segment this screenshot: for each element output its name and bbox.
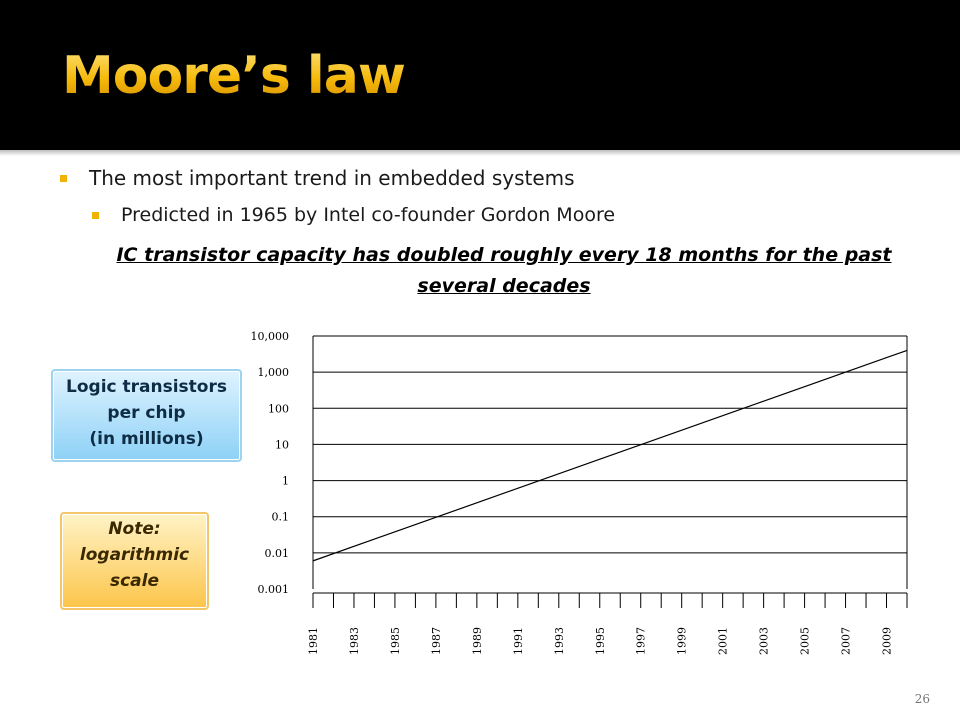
y-tick-label: 10 bbox=[275, 438, 289, 451]
y-axis-callout: Logic transistors per chip (in millions) bbox=[51, 369, 242, 462]
x-tick-label: 1985 bbox=[389, 627, 402, 655]
x-tick-label: 1991 bbox=[512, 627, 525, 655]
y-axis-callout-line: Logic transistors bbox=[66, 377, 227, 397]
title-bar: Moore’s law bbox=[0, 0, 960, 156]
trend-line bbox=[312, 349, 908, 562]
y-tick-label: 0.001 bbox=[258, 583, 290, 596]
log-scale-note-line: Note: bbox=[108, 519, 161, 539]
bullet-square-icon bbox=[60, 174, 67, 182]
log-scale-note-line: logarithmic bbox=[79, 545, 190, 565]
x-tick-label: 2005 bbox=[799, 627, 812, 655]
y-tick-label: 100 bbox=[268, 402, 289, 415]
y-tick-label: 1 bbox=[282, 475, 289, 488]
bullet-sub-text: Predicted in 1965 by Intel co-founder Go… bbox=[121, 204, 616, 226]
x-tick-label: 2001 bbox=[717, 627, 730, 655]
x-tick-label: 1997 bbox=[635, 627, 648, 655]
x-tick-label: 2003 bbox=[758, 627, 771, 655]
x-tick-label: 1987 bbox=[430, 627, 443, 655]
y-tick-label: 0.01 bbox=[265, 547, 290, 560]
bullet-main-text: The most important trend in embedded sys… bbox=[89, 166, 575, 190]
y-axis-callout-line: (in millions) bbox=[89, 429, 204, 449]
x-tick-label: 1995 bbox=[594, 627, 607, 655]
bullet-main: The most important trend in embedded sys… bbox=[60, 166, 575, 190]
y-tick-label: 1,000 bbox=[258, 366, 290, 379]
x-tick-label: 1993 bbox=[553, 627, 566, 655]
x-tick-label: 1989 bbox=[471, 627, 484, 655]
x-tick-label: 1999 bbox=[676, 627, 689, 655]
log-scale-note-line: scale bbox=[109, 571, 160, 591]
x-tick-label: 1983 bbox=[348, 627, 361, 655]
x-tick-label: 2009 bbox=[881, 627, 894, 655]
y-tick-label: 0.1 bbox=[272, 511, 290, 524]
bullet-square-icon bbox=[92, 211, 99, 219]
page-number: 26 bbox=[914, 692, 930, 706]
log-scale-note: Note: logarithmic scale bbox=[60, 512, 209, 610]
y-tick-label: 10,000 bbox=[251, 330, 290, 343]
bullet-sub: Predicted in 1965 by Intel co-founder Go… bbox=[92, 204, 615, 226]
x-tick-label: 1981 bbox=[307, 627, 320, 655]
moores-law-statement: IC transistor capacity has doubled rough… bbox=[116, 244, 892, 297]
slide-title: Moore’s law bbox=[62, 46, 406, 106]
y-axis-callout-line: per chip bbox=[107, 403, 186, 423]
x-tick-label: 2007 bbox=[840, 627, 853, 655]
